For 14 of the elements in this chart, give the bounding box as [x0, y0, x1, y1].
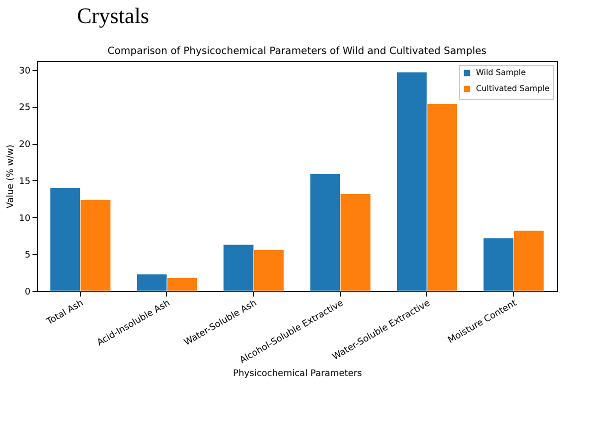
- y-tick-label: 20: [19, 140, 31, 150]
- y-tick-label: 25: [19, 103, 30, 114]
- y-tick-label: 0: [24, 288, 31, 298]
- chart-title: Comparison of Physicochemical Parameters of Wild and Cultivated Samples: [108, 46, 486, 57]
- y-tick-label: 30: [19, 66, 31, 76]
- text: Crystals: [77, 3, 150, 28]
- legend-label: Cultivated Sample: [476, 84, 550, 93]
- x-axis-title: Physicochemical Parameters: [233, 369, 362, 380]
- x-tick-label: Total Ash: [44, 298, 86, 328]
- y-axis-title: Value (% w/w): [6, 144, 16, 208]
- y-tick-label: 10: [19, 214, 31, 224]
- y-tick-label: 15: [19, 176, 30, 187]
- legend-label: Wild Sample: [476, 68, 526, 77]
- y-tick-label: 5: [24, 250, 30, 261]
